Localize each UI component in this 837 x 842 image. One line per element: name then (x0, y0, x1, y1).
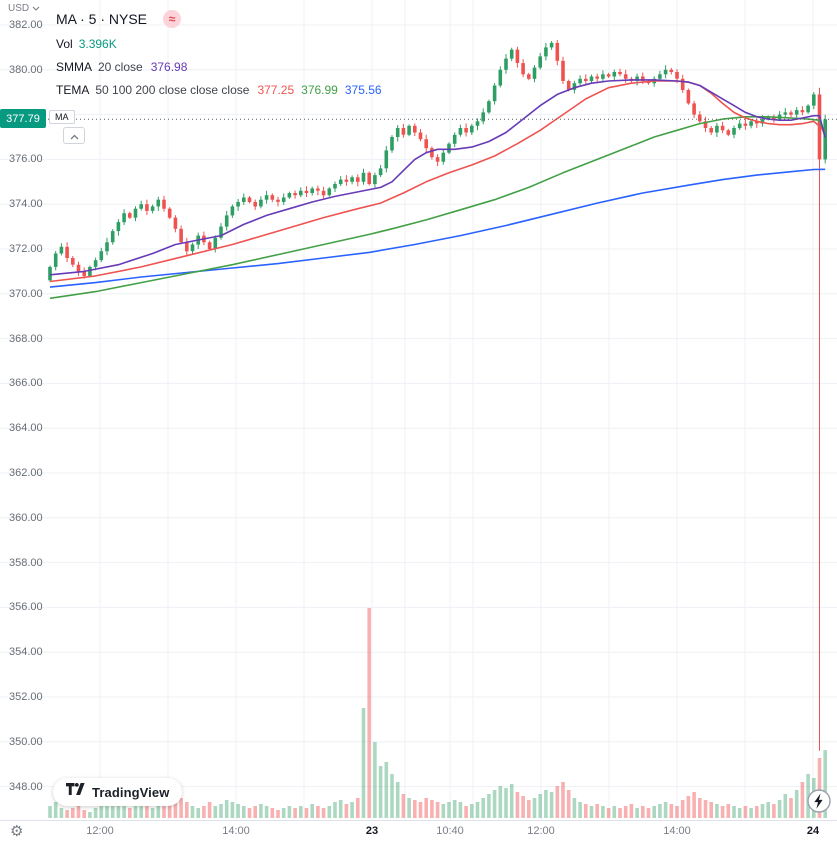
indicator-legend-row[interactable]: SMMA 20 close 376.98 (56, 55, 389, 78)
time-axis[interactable]: ⚙ 12:00 14:00 23 10:40 12:00 14:00 24 (0, 820, 837, 842)
tradingview-logo-link[interactable]: TradingView (53, 778, 183, 806)
time-axis-label: 12:00 (527, 825, 555, 837)
candlestick-series (48, 40, 827, 751)
time-axis-day-label: 24 (806, 825, 820, 837)
indicator-legend-rows: Vol 3.396K SMMA 20 close 376.98 TEMA 50 100 20… (56, 32, 389, 101)
tema200-line[interactable] (49, 168, 826, 288)
time-axis-label: 10:40 (436, 825, 464, 837)
chart-legend: MA · 5 · NYSE ≈ Vol 3.396K SMMA 20 close 376… (56, 6, 389, 101)
smma20-line[interactable] (49, 79, 826, 276)
chevron-down-icon (32, 3, 40, 14)
symbol-title: MA · 5 · NYSE (56, 11, 148, 27)
indicator-value: 377.25 (257, 82, 295, 97)
time-axis-day-label: 23 (365, 825, 379, 837)
currency-label: USD (8, 3, 30, 14)
indicator-name: Vol (56, 36, 73, 51)
indicator-name: SMMA (56, 59, 92, 74)
grid-lines (0, 0, 837, 820)
time-axis-label: 12:00 (86, 825, 114, 837)
price-chart-canvas[interactable] (0, 0, 837, 820)
symbol-price-line-label: MA (49, 110, 75, 124)
indicator-value: 375.56 (344, 82, 382, 97)
time-axis-label: 14:00 (222, 825, 250, 837)
indicator-value: 376.98 (150, 59, 188, 74)
tema50-line[interactable] (49, 80, 826, 283)
tradingview-logo-text: TradingView (92, 784, 170, 800)
tradingview-logo-icon (66, 783, 85, 801)
symbol-legend-row[interactable]: MA · 5 · NYSE ≈ (56, 6, 389, 32)
instant-trading-button[interactable] (806, 788, 832, 814)
legend-collapse-button[interactable] (63, 127, 85, 144)
indicator-value: 3.396K (78, 36, 117, 51)
delayed-data-icon[interactable]: ≈ (163, 10, 182, 28)
indicator-params: 50 100 200 close close close (95, 82, 250, 97)
indicator-params: 20 close (98, 59, 143, 74)
gear-icon[interactable]: ⚙ (10, 823, 24, 840)
indicator-value: 376.99 (301, 82, 338, 97)
last-price-tag: 377.79 (0, 109, 46, 128)
lightning-icon (806, 789, 832, 817)
chevron-up-icon (70, 127, 79, 145)
chart-pane: USD 377.79 MA 382.00 380.00 376.00 374.00 37… (0, 0, 837, 820)
time-axis-label: 14:00 (663, 825, 691, 837)
indicator-legend-row[interactable]: TEMA 50 100 200 close close close 377.25 37… (56, 78, 389, 101)
tema100-line[interactable] (49, 116, 826, 300)
indicator-name: TEMA (56, 82, 90, 97)
volume-series (48, 608, 827, 818)
indicator-legend-row[interactable]: Vol 3.396K (56, 32, 389, 55)
price-scale-currency-button[interactable]: USD (8, 3, 40, 14)
